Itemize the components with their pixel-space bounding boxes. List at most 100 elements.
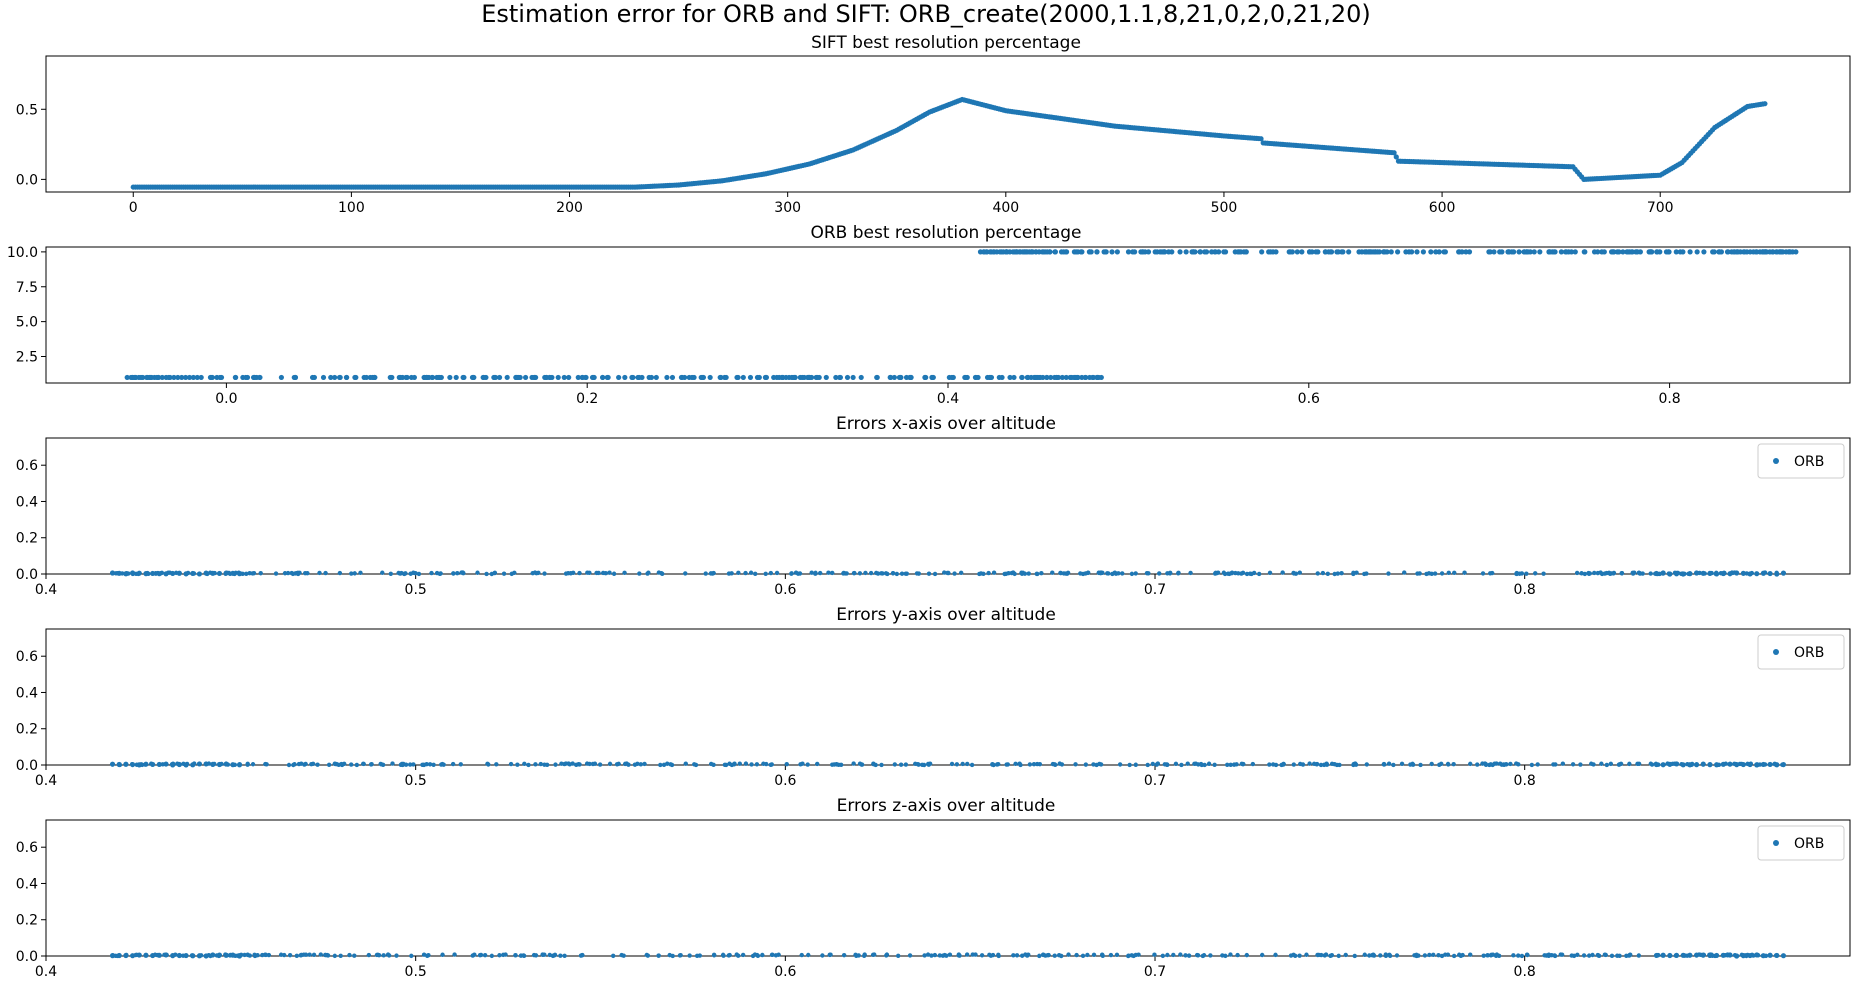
data-point — [429, 570, 434, 576]
legend-label: ORB — [1794, 454, 1824, 470]
data-point — [1150, 761, 1156, 767]
data-point — [411, 374, 418, 381]
data-point — [1747, 761, 1753, 768]
data-point — [1529, 762, 1535, 768]
data-point — [1558, 249, 1564, 255]
data-point — [683, 761, 688, 766]
data-point — [337, 374, 343, 381]
data-point — [1273, 249, 1279, 255]
data-point — [1011, 953, 1016, 958]
data-point — [521, 953, 526, 958]
data-point — [927, 761, 933, 766]
data-point — [1267, 570, 1273, 575]
data-point — [347, 952, 352, 958]
data-point — [735, 953, 741, 958]
data-point — [694, 953, 700, 959]
data-point — [1183, 249, 1189, 255]
data-point — [1531, 249, 1537, 255]
data-point — [1427, 952, 1432, 958]
data-point — [1630, 570, 1635, 576]
x-tick-label: 0.6 — [774, 773, 796, 789]
data-point — [1409, 249, 1415, 255]
data-point — [183, 762, 189, 768]
data-point — [916, 762, 921, 767]
data-point — [353, 374, 359, 381]
data-point — [587, 761, 592, 767]
data-point — [1019, 570, 1024, 575]
data-point — [1374, 249, 1380, 255]
data-point — [1051, 374, 1058, 381]
data-point — [1085, 952, 1090, 958]
data-point — [1258, 136, 1264, 142]
data-point — [260, 952, 265, 958]
data-point — [1667, 571, 1673, 577]
data-point — [1250, 761, 1256, 767]
data-point — [670, 953, 675, 959]
data-point — [255, 952, 260, 958]
data-point — [440, 952, 445, 957]
data-point — [561, 374, 567, 381]
data-point — [1052, 953, 1057, 958]
data-point — [109, 953, 116, 959]
data-point — [294, 953, 300, 959]
data-point — [1572, 249, 1578, 255]
data-point — [190, 762, 196, 768]
data-point — [1354, 570, 1359, 575]
data-point — [348, 762, 354, 767]
data-point — [1660, 570, 1666, 576]
data-point — [990, 952, 996, 958]
data-point — [1091, 952, 1097, 958]
data-point — [749, 762, 754, 767]
data-point — [1075, 374, 1081, 381]
subplot-title: Errors y-axis over altitude — [836, 605, 1056, 625]
data-point — [171, 374, 177, 381]
data-point — [1707, 952, 1713, 959]
data-point — [147, 374, 154, 381]
data-point — [1388, 249, 1394, 255]
data-point — [273, 571, 279, 576]
data-point — [555, 374, 561, 381]
data-point — [1511, 249, 1517, 255]
data-point — [1760, 570, 1767, 576]
data-point — [156, 571, 162, 577]
data-point — [1648, 571, 1653, 576]
data-point — [1059, 374, 1065, 381]
data-point — [533, 762, 538, 767]
data-point — [799, 952, 804, 958]
scatter-points — [124, 249, 1799, 381]
subplot-orb-resolution: ORB best resolution percentage 0.0 0.2 0.4… — [7, 223, 1851, 407]
data-point — [1328, 249, 1334, 255]
data-point — [914, 571, 920, 576]
data-point — [616, 374, 622, 381]
data-point — [156, 761, 162, 768]
data-point — [1199, 762, 1204, 768]
data-point — [1654, 249, 1660, 255]
data-point — [1315, 571, 1320, 576]
data-point — [736, 570, 741, 576]
data-point — [996, 761, 1001, 767]
data-point — [404, 374, 410, 381]
data-point — [1446, 570, 1451, 576]
data-point — [1394, 953, 1400, 958]
data-point — [605, 374, 611, 381]
x-tick-label: 0.4 — [35, 582, 57, 598]
data-point — [1727, 571, 1733, 577]
data-point — [394, 953, 399, 958]
data-point — [1109, 249, 1115, 255]
data-point — [656, 953, 661, 958]
data-point — [1734, 762, 1740, 768]
data-point — [922, 374, 928, 381]
data-point — [323, 952, 328, 958]
data-point — [323, 570, 328, 576]
y-tick-label: 0.6 — [16, 649, 38, 665]
data-point — [257, 374, 263, 381]
data-point — [1393, 154, 1399, 160]
data-point — [1609, 953, 1615, 959]
data-point — [198, 374, 204, 381]
y-tick-label: 0.2 — [16, 531, 38, 547]
data-point — [1339, 570, 1344, 576]
data-point — [763, 374, 770, 381]
data-point — [783, 374, 789, 381]
data-point — [140, 374, 146, 381]
data-point — [1599, 249, 1605, 255]
